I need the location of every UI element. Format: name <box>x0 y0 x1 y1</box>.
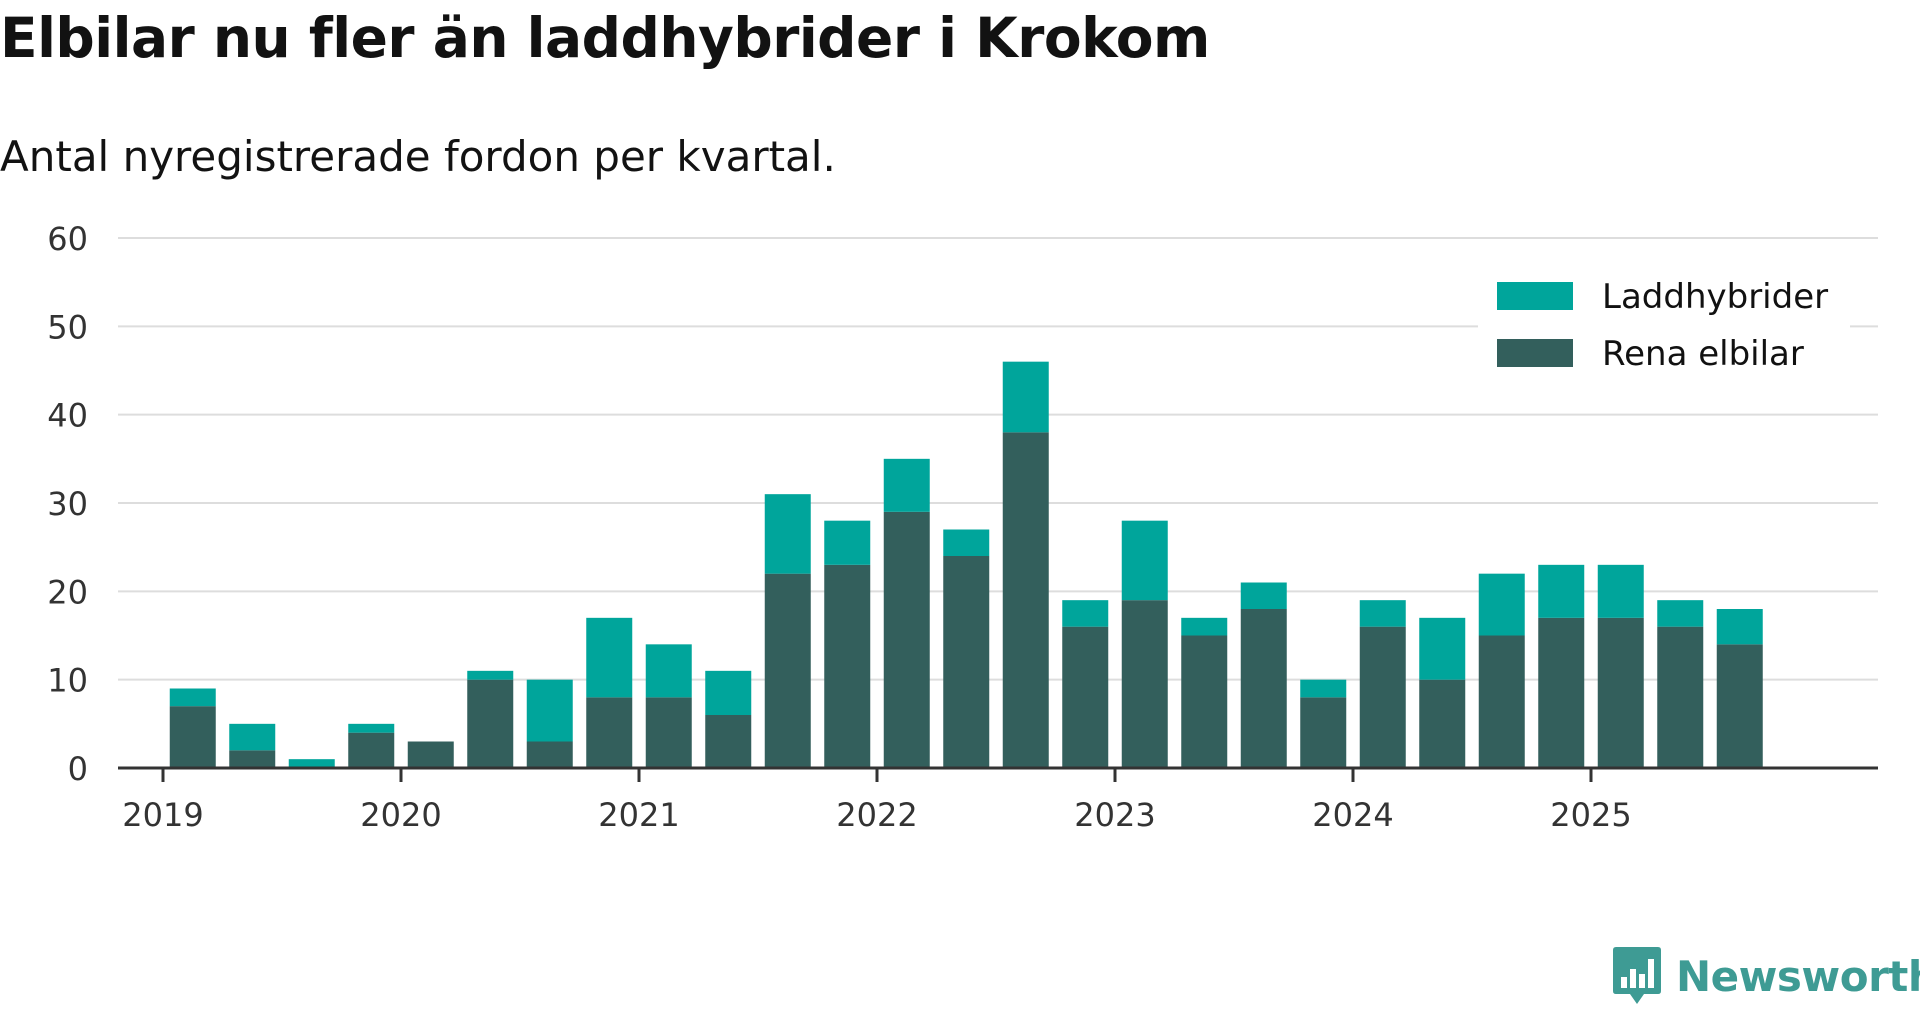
x-tick-label: 2023 <box>1074 796 1155 834</box>
bar-laddhybrider <box>229 723 276 751</box>
legend: Laddhybrider Rena elbilar <box>1478 266 1850 384</box>
bar-laddhybrider <box>1419 617 1466 680</box>
bar-laddhybrider <box>1002 361 1049 433</box>
y-tick-label: 30 <box>47 485 88 523</box>
bar-rena-elbilar <box>586 697 633 768</box>
x-axis-ticks: 2019 2020 2021 2022 2023 2024 2025 <box>122 768 1632 834</box>
bar-rena-elbilar <box>1062 626 1109 768</box>
bar-rena-elbilar <box>1716 644 1763 768</box>
bar-laddhybrider <box>824 520 871 565</box>
bar-rena-elbilar <box>1300 697 1347 768</box>
bar-laddhybrider <box>883 458 930 512</box>
bar-rena-elbilar <box>1597 617 1644 768</box>
bar-laddhybrider <box>586 617 633 698</box>
y-tick-label: 10 <box>47 662 88 700</box>
bar-laddhybrider <box>1478 573 1525 636</box>
bar-rena-elbilar <box>526 741 573 768</box>
bar-laddhybrider <box>705 670 752 715</box>
legend-label: Rena elbilar <box>1602 334 1804 374</box>
y-tick-label: 60 <box>47 220 88 258</box>
y-tick-label: 50 <box>47 308 88 346</box>
x-tick-label: 2021 <box>598 796 679 834</box>
x-tick-label: 2022 <box>836 796 917 834</box>
bar-laddhybrider <box>288 759 335 768</box>
bar-laddhybrider <box>1300 679 1347 698</box>
y-tick-label: 20 <box>47 573 88 611</box>
bar-laddhybrider <box>1597 564 1644 618</box>
bar-rena-elbilar <box>824 564 871 768</box>
bar-laddhybrider <box>1359 600 1406 627</box>
bar-laddhybrider <box>526 679 573 742</box>
bar-laddhybrider <box>348 723 395 733</box>
bar-rena-elbilar <box>1002 432 1049 768</box>
bar-laddhybrider <box>1062 600 1109 627</box>
chart-title: Elbilar nu fler än laddhybrider i Krokom <box>0 6 1210 70</box>
legend-swatch <box>1497 339 1573 367</box>
bar-rena-elbilar <box>407 741 454 768</box>
bars <box>169 361 1763 768</box>
bar-laddhybrider <box>645 644 692 698</box>
bar-rena-elbilar <box>645 697 692 768</box>
y-tick-label: 40 <box>47 397 88 435</box>
bar-rena-elbilar <box>1657 626 1704 768</box>
grid-lines <box>118 237 1878 681</box>
bar-laddhybrider <box>1240 582 1287 609</box>
bar-rena-elbilar <box>705 715 752 768</box>
bar-laddhybrider <box>1121 520 1168 601</box>
bar-laddhybrider <box>764 494 811 574</box>
bar-rena-elbilar <box>1240 609 1287 768</box>
bar-laddhybrider <box>169 688 216 707</box>
bar-rena-elbilar <box>1538 617 1585 768</box>
bar-rena-elbilar <box>1419 679 1466 768</box>
bar-laddhybrider <box>1538 564 1585 618</box>
chart-subtitle: Antal nyregistrerade fordon per kvartal. <box>0 132 836 181</box>
bar-laddhybrider <box>1657 600 1704 627</box>
legend-swatch <box>1497 282 1573 310</box>
legend-label: Laddhybrider <box>1602 277 1828 317</box>
bar-rena-elbilar <box>1478 635 1525 768</box>
bar-laddhybrider <box>943 529 990 556</box>
newsworthy-logo-icon <box>1613 947 1661 1004</box>
bar-laddhybrider <box>1716 609 1763 645</box>
x-tick-label: 2025 <box>1550 796 1631 834</box>
brand-name: Newsworthy <box>1676 951 1920 1001</box>
bar-rena-elbilar <box>883 511 930 768</box>
bar-laddhybrider <box>1181 617 1228 636</box>
bar-rena-elbilar <box>1121 600 1168 768</box>
bar-rena-elbilar <box>1359 626 1406 768</box>
bar-rena-elbilar <box>348 732 395 768</box>
bar-rena-elbilar <box>229 750 276 768</box>
bar-rena-elbilar <box>169 706 216 768</box>
y-tick-label: 0 <box>68 750 88 788</box>
x-tick-label: 2019 <box>122 796 203 834</box>
bar-rena-elbilar <box>467 679 514 768</box>
x-tick-label: 2024 <box>1312 796 1393 834</box>
x-tick-label: 2020 <box>360 796 441 834</box>
bar-rena-elbilar <box>943 556 990 768</box>
bar-rena-elbilar <box>764 573 811 768</box>
bar-laddhybrider <box>467 670 514 680</box>
bar-rena-elbilar <box>1181 635 1228 768</box>
newsworthy-logo: Newsworthy <box>1612 945 1920 1007</box>
y-axis-ticks: 0 10 20 30 40 50 60 <box>47 220 88 788</box>
